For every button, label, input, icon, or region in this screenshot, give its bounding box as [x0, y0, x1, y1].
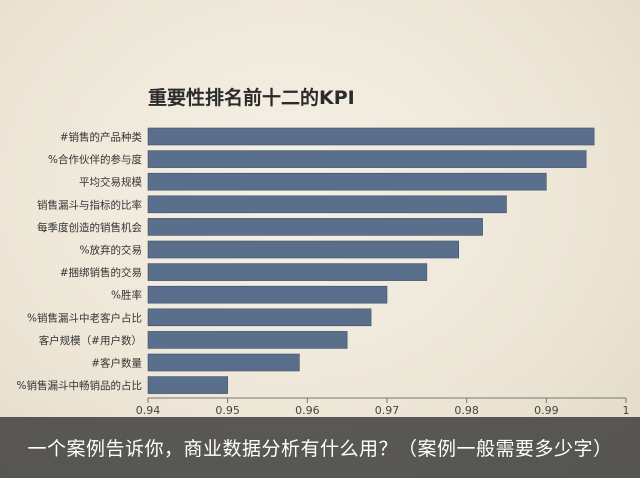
x-tick-label-6: 1: [623, 404, 630, 417]
caption-bar: 一个案例告诉你，商业数据分析有什么用？（案例一般需要多少字）: [0, 417, 640, 478]
x-tick-label-2: 0.96: [295, 404, 320, 417]
category-label-3: 销售漏斗与指标的比率: [37, 198, 142, 211]
bar-9: [147, 331, 348, 349]
bar-0: [147, 127, 595, 146]
category-label-9: 客户规模（#用户数）: [39, 334, 142, 347]
category-label-5: %放弃的交易: [80, 244, 142, 257]
category-label-7: %胜率: [111, 289, 142, 302]
category-label-2: 平均交易规模: [79, 176, 142, 189]
bar-10: [147, 353, 300, 372]
category-label-11: %销售漏斗中畅销品的占比: [17, 379, 142, 392]
bar-4: [147, 218, 483, 236]
caption-text: 一个案例告诉你，商业数据分析有什么用？（案例一般需要多少字）: [27, 438, 613, 460]
x-tick-label-5: 0.99: [534, 404, 559, 417]
chart-title: 重要性排名前十二的KPI: [148, 86, 355, 109]
category-label-1: %合作伙伴的参与度: [48, 153, 142, 166]
bar-6: [147, 263, 428, 281]
bar-5: [147, 240, 460, 259]
category-label-8: %销售漏斗中老客户占比: [27, 311, 142, 324]
bar-7: [147, 285, 388, 304]
bar-2: [147, 172, 547, 191]
bar-8: [147, 308, 372, 327]
bar-11: [147, 376, 228, 394]
category-label-10: #客户数量: [91, 357, 142, 370]
bar-1: [147, 150, 587, 168]
x-tick-label-3: 0.97: [375, 404, 400, 417]
x-tick-label-1: 0.95: [215, 404, 240, 417]
category-label-4: 每季度创造的销售机会: [37, 221, 142, 234]
x-tick-label-4: 0.98: [454, 404, 479, 417]
category-label-6: #捆绑销售的交易: [60, 266, 142, 279]
x-tick-label-0: 0.94: [136, 404, 161, 417]
bar-3: [147, 195, 507, 214]
category-label-0: #销售的产品种类: [60, 131, 143, 144]
